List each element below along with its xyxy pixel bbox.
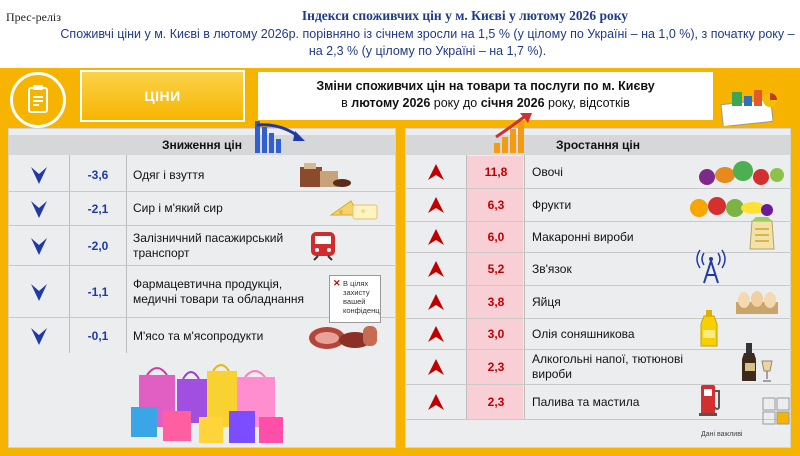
increase-panel: Зростання цін 11,8 Овочі 6,3 Фрукти	[405, 113, 792, 448]
falling-bars-icon	[255, 121, 305, 153]
decrease-value: -2,0	[87, 238, 109, 253]
oil-bottle-icon	[694, 307, 724, 349]
vegetables-icon	[696, 156, 786, 188]
decrease-value: -3,6	[87, 168, 109, 182]
increase-label: Макаронні вироби	[532, 229, 634, 244]
increase-value: 3,0	[487, 327, 505, 341]
decrease-value: -1,1	[87, 284, 109, 299]
up-arrow-icon	[406, 325, 466, 343]
increase-value: 2,3	[487, 395, 505, 409]
press-release-label: Прес-реліз	[6, 10, 62, 24]
increase-row: 3,8 Яйця	[406, 286, 792, 318]
decrease-row: -0,1 М'ясо та м'ясопродукти	[9, 318, 397, 354]
increase-title: Зростання цін	[406, 135, 790, 155]
header-band: Прес-реліз Індекси споживчих цін у м. Ки…	[0, 0, 800, 68]
subheading-line1: Зміни споживчих цін на товари та послуги…	[316, 79, 655, 93]
document-logo-icon	[10, 72, 66, 128]
increase-label: Олія соняшникова	[532, 326, 635, 341]
clothes-shoes-icon	[295, 159, 355, 191]
antenna-icon	[694, 247, 728, 287]
page-title: Індекси споживчих цін у м. Києві у лютом…	[301, 8, 629, 23]
up-arrow-icon	[406, 293, 466, 311]
train-icon	[305, 228, 341, 264]
up-arrow-icon	[406, 163, 466, 181]
decrease-panel: Зниження цін -3,6 Одяг і взуття -2,1 Сир…	[8, 121, 397, 448]
blocked-image-icon: ✕В цілях захисту вашей конфіденційності	[329, 275, 381, 323]
cheese-icon	[327, 192, 383, 225]
decrease-value: -0,1	[87, 329, 109, 343]
panel-subheading: Зміни споживчих цін на товари та послуги…	[258, 72, 713, 120]
decrease-row: -2,1 Сир і м'який сир	[9, 192, 397, 225]
increase-row: 6,3 Фрукти	[406, 189, 792, 221]
subheading-line2: в лютому 2026 року до січня 2026 року, в…	[341, 96, 630, 110]
decrease-row: -1,1 Фармацевтична продукція, медичні то…	[9, 266, 397, 317]
decrease-label: М'ясо та м'ясопродукти	[133, 328, 264, 343]
decrease-title: Зниження цін	[9, 135, 395, 155]
liquor-icon	[734, 340, 778, 384]
decrease-label: Одяг і взуття	[133, 167, 205, 182]
up-arrow-icon	[406, 228, 466, 246]
increase-row: 2,3 Алкогольні напої, тютюнові вироби	[406, 343, 792, 384]
increase-row: 3,0 Олія соняшникова	[406, 310, 792, 349]
up-arrow-icon	[406, 260, 466, 278]
up-arrow-icon	[406, 196, 466, 214]
decrease-value: -2,1	[87, 201, 109, 216]
eggs-icon	[732, 286, 782, 318]
decrease-label: Фармацевтична продукція, медичні товари …	[133, 276, 305, 306]
lead-paragraph: Споживчі ціни у м. Києві в лютому 2026р.…	[60, 27, 795, 58]
fuel-pump-icon	[696, 379, 726, 419]
decrease-row: -3,6 Одяг і взуття	[9, 159, 397, 191]
increase-value: 5,2	[487, 262, 505, 276]
grid-squares-icon	[762, 397, 790, 425]
increase-label: Овочі	[532, 164, 563, 179]
decrease-label: Залізничний пасажирський транспорт	[133, 230, 284, 260]
down-arrow-icon	[9, 326, 69, 346]
fruits-icon	[686, 189, 776, 221]
increase-value: 2,3	[487, 360, 505, 374]
pasta-icon	[744, 212, 780, 252]
meat-icon	[305, 318, 381, 354]
increase-value: 11,8	[484, 165, 508, 179]
up-arrow-icon	[406, 358, 466, 376]
increase-label: Зв'язок	[532, 261, 572, 276]
down-arrow-icon	[9, 282, 69, 302]
increase-label: Палива та мастила	[532, 394, 640, 409]
increase-value: 6,0	[487, 230, 505, 244]
increase-row: 2,3 Палива та мастила	[406, 385, 792, 419]
footer-note: Дані важливі	[701, 431, 743, 438]
increase-label: Алкогольні напої, тютюнові вироби	[532, 352, 684, 381]
increase-label: Фрукти	[532, 197, 572, 212]
down-arrow-icon	[9, 165, 69, 185]
section-tile: ЦІНИ	[80, 70, 245, 122]
decrease-label: Сир і м'який сир	[133, 201, 223, 215]
up-arrow-icon	[406, 393, 466, 411]
shopping-bags-icon	[131, 364, 283, 443]
increase-row: 11,8 Овочі	[406, 156, 792, 188]
down-arrow-icon	[9, 199, 69, 219]
down-arrow-icon	[9, 236, 69, 256]
increase-value: 6,3	[487, 198, 505, 212]
documents-chart-icon	[720, 90, 777, 126]
increase-label: Яйця	[532, 294, 561, 309]
increase-row: 5,2 Зв'язок	[406, 249, 792, 285]
decrease-row: -2,0 Залізничний пасажирський транспорт	[9, 226, 397, 265]
increase-row: 6,0 Макаронні вироби	[406, 217, 792, 252]
increase-value: 3,8	[487, 295, 505, 309]
rising-bars-icon	[494, 113, 532, 153]
